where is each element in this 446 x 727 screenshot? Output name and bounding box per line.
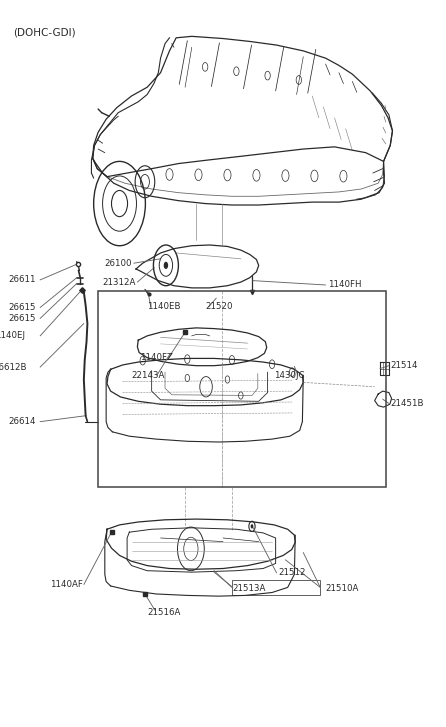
Text: 21514: 21514 bbox=[390, 361, 418, 370]
Text: 21516A: 21516A bbox=[147, 608, 181, 616]
Text: 26615: 26615 bbox=[8, 303, 36, 312]
Bar bbox=[98, 291, 386, 487]
Circle shape bbox=[164, 262, 168, 269]
Text: 22143A: 22143A bbox=[132, 371, 165, 379]
Bar bbox=[232, 580, 320, 595]
Text: 1140AF: 1140AF bbox=[50, 580, 83, 589]
Text: 1140FZ: 1140FZ bbox=[140, 353, 173, 362]
Text: 26611: 26611 bbox=[8, 276, 36, 284]
Text: 1140FH: 1140FH bbox=[328, 281, 361, 289]
Circle shape bbox=[251, 524, 253, 529]
Text: 1430JC: 1430JC bbox=[274, 371, 305, 379]
Text: 26612B: 26612B bbox=[0, 363, 27, 371]
Text: 21312A: 21312A bbox=[103, 278, 136, 286]
Text: 1140EB: 1140EB bbox=[147, 302, 181, 311]
Text: 21513A: 21513A bbox=[232, 585, 265, 593]
Text: (DOHC-GDI): (DOHC-GDI) bbox=[13, 28, 76, 38]
Text: 26615: 26615 bbox=[8, 314, 36, 323]
Text: 26614: 26614 bbox=[8, 417, 36, 426]
Text: 1140EJ: 1140EJ bbox=[0, 332, 25, 340]
Text: 21510A: 21510A bbox=[326, 585, 359, 593]
Text: 26100: 26100 bbox=[104, 259, 132, 268]
Text: 21520: 21520 bbox=[205, 302, 233, 311]
Text: 21512: 21512 bbox=[279, 569, 306, 577]
Text: 21451B: 21451B bbox=[390, 399, 424, 408]
